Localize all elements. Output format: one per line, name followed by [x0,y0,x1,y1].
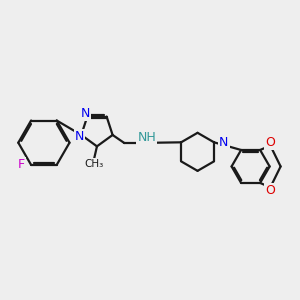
Text: N: N [219,136,229,149]
Text: CH₃: CH₃ [84,159,104,169]
Text: NH: NH [137,131,156,144]
Text: O: O [266,136,275,149]
Text: O: O [266,184,275,197]
Text: F: F [17,158,25,171]
Text: N: N [81,107,90,120]
Text: N: N [75,130,84,143]
